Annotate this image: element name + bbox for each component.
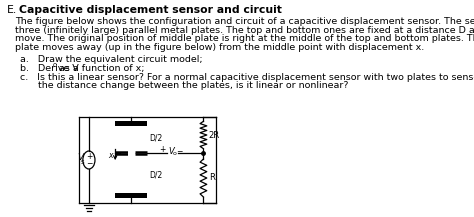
Text: s: s — [81, 159, 85, 165]
Text: as a function of x;: as a function of x; — [56, 64, 145, 73]
Text: D/2: D/2 — [149, 133, 162, 143]
Text: b.   Derive V: b. Derive V — [20, 64, 79, 73]
Text: R: R — [209, 174, 215, 182]
Text: o: o — [173, 151, 176, 156]
Text: 2R: 2R — [209, 130, 220, 140]
Text: x: x — [108, 151, 113, 161]
Text: move. The original position of middle plate is right at the middle of the top an: move. The original position of middle pl… — [15, 35, 474, 43]
Text: V: V — [168, 147, 174, 156]
Text: +: + — [159, 146, 165, 155]
Text: V: V — [77, 153, 83, 163]
Text: D/2: D/2 — [149, 171, 162, 179]
Text: c.   Is this a linear sensor? For a normal capacitive displacement sensor with t: c. Is this a linear sensor? For a normal… — [20, 73, 474, 82]
Text: a.   Draw the equivalent circuit model;: a. Draw the equivalent circuit model; — [20, 55, 203, 64]
Text: three (infinitely large) parallel metal plates. The top and bottom ones are fixe: three (infinitely large) parallel metal … — [15, 26, 474, 35]
Bar — [115, 192, 147, 197]
Text: +: + — [86, 152, 92, 161]
Text: the distance change between the plates, is it linear or nonlinear?: the distance change between the plates, … — [20, 81, 349, 90]
Bar — [115, 120, 147, 125]
Text: The figure below shows the configuration and circuit of a capacitive displacemen: The figure below shows the configuration… — [15, 17, 474, 26]
Text: −: − — [176, 148, 182, 156]
Text: −: − — [86, 159, 92, 168]
Text: plate moves away (up in the figure below) from the middle point with displacemen: plate moves away (up in the figure below… — [15, 43, 424, 52]
Text: E.: E. — [7, 5, 17, 15]
Text: o: o — [53, 62, 57, 68]
Text: Capacitive displacement sensor and circuit: Capacitive displacement sensor and circu… — [19, 5, 282, 15]
